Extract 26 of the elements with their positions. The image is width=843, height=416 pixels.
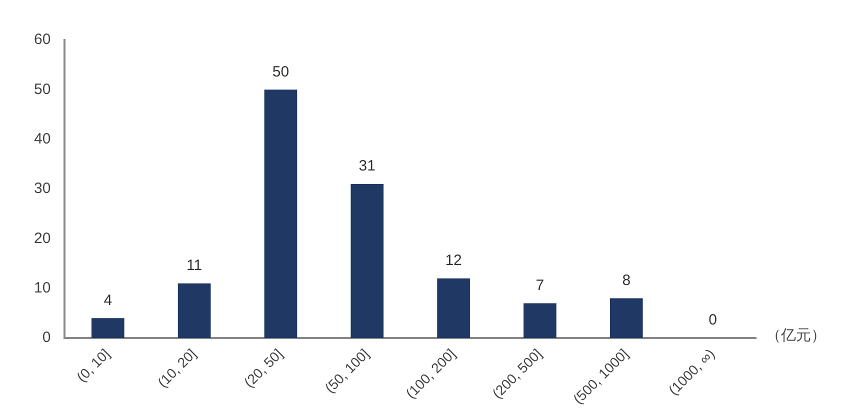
y-tick-label: 10 (34, 280, 51, 296)
x-tick-label: (20, 50] (240, 346, 286, 390)
bar (524, 303, 556, 338)
x-tick-label: (0, 10] (73, 346, 113, 385)
data-label: 0 (708, 312, 717, 329)
bar (350, 184, 384, 338)
bar (264, 90, 298, 338)
bar (178, 283, 211, 338)
data-label: 12 (445, 252, 462, 270)
x-axis-title: （亿元） (766, 326, 826, 345)
data-label: 11 (186, 257, 202, 274)
bar (437, 278, 470, 338)
data-label: 4 (104, 292, 112, 309)
data-label: 8 (622, 272, 631, 289)
y-tick-label: 20 (34, 230, 51, 247)
y-tick-label: 50 (34, 80, 51, 98)
y-tick-label: 30 (34, 180, 51, 198)
y-tick-label: 0 (42, 329, 51, 346)
y-tick-label: 60 (34, 31, 51, 48)
data-label: 50 (272, 63, 290, 80)
x-tick-label: (10, 20] (154, 346, 200, 390)
data-label: 31 (358, 158, 376, 175)
y-tick-label: 40 (34, 130, 51, 148)
bar (610, 298, 643, 338)
bar (91, 318, 124, 338)
data-label: 7 (536, 276, 544, 294)
